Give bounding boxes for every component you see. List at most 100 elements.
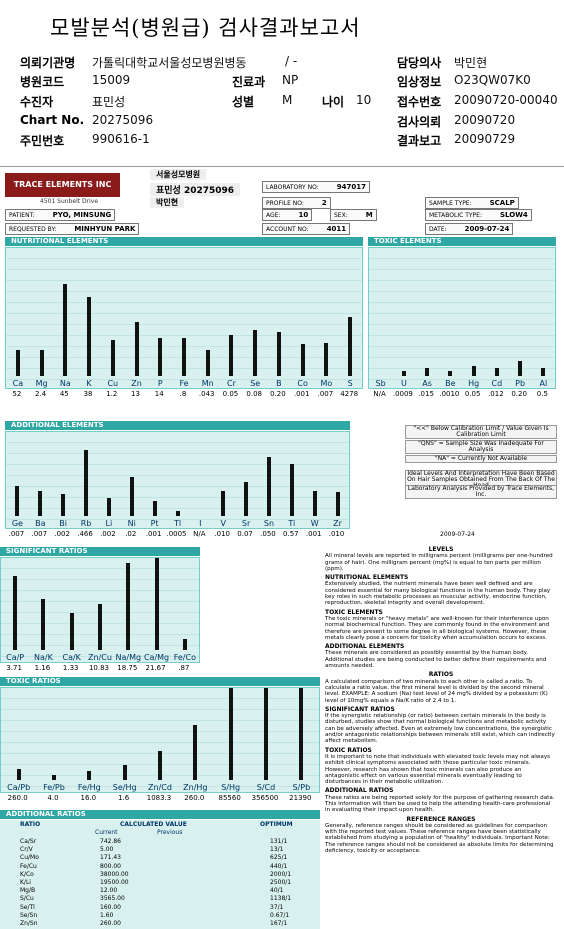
note-text: A calculated comparison of two minerals …	[325, 678, 548, 704]
element-name: Mn	[201, 379, 214, 388]
element-value: .010	[214, 530, 231, 538]
element-value: 260.0	[184, 794, 205, 802]
table-cell: 160.00	[100, 903, 121, 911]
element-name: Sb	[375, 379, 386, 388]
table-cell: Se/Tl	[20, 903, 35, 911]
element-value: 0.07	[237, 530, 253, 538]
info-cell: LABORATORY NO: 947017	[262, 181, 370, 193]
field-label: 결과보고	[397, 134, 442, 148]
element-name: Na/Mg	[115, 653, 142, 662]
info-cell: PATIENT: PYO, MINSUNG	[5, 209, 116, 221]
element-name: Zr	[333, 519, 342, 528]
bar	[126, 562, 131, 650]
bar	[266, 457, 271, 516]
element-value: 21390	[289, 794, 312, 802]
info-value: 2	[321, 199, 327, 207]
element-value: 85560	[218, 794, 241, 802]
field-value: 20090729	[454, 132, 516, 146]
element-value: 0.05	[222, 390, 239, 398]
field-value: O23QW07K0	[454, 73, 531, 87]
table-cell: 5.00	[100, 846, 114, 854]
field-value: 10	[356, 93, 372, 107]
field-label: 주민번호	[20, 134, 65, 148]
info-label: ACCOUNT NO:	[266, 226, 309, 233]
field-value: M	[282, 93, 293, 107]
stamp: 표민성 20275096	[150, 183, 241, 196]
info-cell: PROFILE NO: 2	[262, 197, 331, 209]
element-value: 45	[59, 390, 69, 398]
bar	[448, 370, 453, 376]
element-value: .050	[260, 530, 276, 538]
note-heading: REFERENCE RANGES	[406, 815, 476, 823]
info-cell: SAMPLE TYPE: SCALP	[425, 197, 519, 209]
bar	[300, 344, 305, 376]
table-cell: 1138/1	[270, 895, 292, 903]
bar	[154, 558, 159, 650]
bar	[52, 775, 56, 780]
element-value: 4.0	[47, 794, 59, 802]
table-cell: 742.86	[100, 838, 121, 845]
element-value: N/A	[373, 390, 386, 398]
info-label: SEX:	[334, 212, 348, 219]
element-name: Ti	[288, 519, 296, 528]
element-value: 10.83	[88, 664, 109, 672]
info-cell: SEX: M	[330, 209, 377, 221]
stamp: 서울성모병원	[150, 169, 207, 180]
info-label: DATE:	[429, 226, 447, 233]
element-name: Na/K	[34, 653, 53, 662]
element-name: Zn	[131, 379, 142, 388]
bar	[471, 365, 476, 376]
element-value: 0.05	[464, 390, 481, 398]
bar	[158, 337, 163, 376]
ward-note: / -	[285, 54, 298, 68]
section-header: ADDITIONAL RATIOS	[0, 810, 320, 819]
info-value: SCALP	[489, 199, 515, 207]
chart-plot: Sb U As Be Hg Cd Pb Al	[368, 247, 556, 389]
table-cell: 260.00	[100, 920, 121, 927]
table-cell: 625/1	[270, 854, 288, 862]
element-value: 21.67	[145, 664, 166, 672]
element-name: Se/Hg	[112, 783, 137, 792]
element-value: .043	[198, 390, 215, 398]
element-name: Hg	[468, 379, 480, 388]
element-name: Fe	[179, 379, 189, 388]
element-name: Mg	[35, 379, 48, 388]
field-value: 990616-1	[92, 132, 150, 146]
bar	[324, 342, 329, 376]
table-cell: 440/1	[270, 862, 288, 870]
element-name: Fe/Hg	[77, 783, 101, 792]
bar	[41, 599, 46, 650]
info-cell: DATE: 2009-07-24	[425, 223, 514, 235]
bar	[38, 490, 43, 516]
table-cell: Cr/V	[20, 846, 33, 854]
info-cell: AGE: 10	[262, 209, 313, 221]
section-header: TOXIC RATIOS	[0, 677, 320, 686]
report-date: 2009-07-24	[440, 531, 475, 538]
element-name: Ca	[12, 379, 24, 388]
element-name: Ni	[127, 519, 136, 528]
bar	[87, 770, 92, 780]
element-value: 14	[154, 390, 164, 398]
field-value: 20275096	[92, 113, 154, 127]
element-value: .010	[328, 530, 345, 538]
element-name: Sr	[241, 519, 251, 528]
bar	[182, 337, 186, 376]
table-cell: 1.60	[100, 911, 114, 919]
element-name: S	[347, 379, 353, 388]
element-value: .007	[31, 530, 48, 538]
element-name: Cd	[491, 379, 503, 388]
note-text: Extensively studied, the nutrient minera…	[325, 581, 551, 607]
element-name: Tl	[173, 519, 182, 528]
bar	[312, 490, 317, 516]
info-value: 947017	[336, 183, 366, 191]
field-value: NP	[282, 73, 299, 87]
element-name: Zn/Hg	[183, 783, 208, 792]
element-value: .007	[317, 390, 334, 398]
bar	[15, 350, 20, 376]
element-value: .0009	[392, 390, 413, 398]
element-value: 16.0	[80, 794, 97, 802]
table-cell: 131/1	[270, 838, 288, 845]
bar	[87, 296, 92, 376]
bar	[494, 368, 499, 376]
